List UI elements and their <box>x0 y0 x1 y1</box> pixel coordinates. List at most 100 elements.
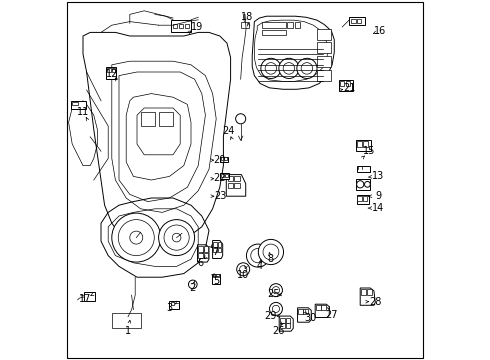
FancyBboxPatch shape <box>170 301 179 309</box>
FancyBboxPatch shape <box>356 179 369 190</box>
Circle shape <box>240 266 247 273</box>
FancyBboxPatch shape <box>106 67 117 79</box>
Circle shape <box>365 181 370 187</box>
Circle shape <box>263 244 279 260</box>
Text: 18: 18 <box>241 12 253 22</box>
Text: 8: 8 <box>268 254 274 264</box>
Circle shape <box>237 263 250 276</box>
Circle shape <box>357 181 364 188</box>
FancyBboxPatch shape <box>294 22 300 28</box>
Circle shape <box>189 280 197 289</box>
FancyBboxPatch shape <box>112 313 141 328</box>
FancyBboxPatch shape <box>204 246 208 252</box>
FancyBboxPatch shape <box>242 22 249 28</box>
FancyBboxPatch shape <box>262 30 286 35</box>
Text: 30: 30 <box>304 312 317 323</box>
FancyBboxPatch shape <box>220 157 228 162</box>
Text: 16: 16 <box>374 26 386 36</box>
FancyBboxPatch shape <box>234 176 240 181</box>
FancyBboxPatch shape <box>204 253 208 258</box>
Text: 15: 15 <box>363 146 375 156</box>
FancyBboxPatch shape <box>225 174 228 177</box>
Text: 13: 13 <box>372 171 384 181</box>
FancyBboxPatch shape <box>317 29 331 40</box>
Circle shape <box>261 58 281 78</box>
FancyBboxPatch shape <box>357 195 369 204</box>
FancyBboxPatch shape <box>107 68 111 72</box>
FancyBboxPatch shape <box>303 309 308 314</box>
Circle shape <box>270 284 282 297</box>
FancyBboxPatch shape <box>357 166 370 172</box>
FancyBboxPatch shape <box>286 318 290 323</box>
Text: 5: 5 <box>213 276 220 286</box>
FancyBboxPatch shape <box>218 242 221 247</box>
Circle shape <box>172 233 181 242</box>
FancyBboxPatch shape <box>159 112 173 126</box>
Text: 29: 29 <box>265 311 277 321</box>
Text: 11: 11 <box>77 107 89 117</box>
FancyBboxPatch shape <box>340 81 344 86</box>
Circle shape <box>246 244 270 267</box>
FancyBboxPatch shape <box>286 323 290 328</box>
Text: 10: 10 <box>237 270 249 280</box>
FancyBboxPatch shape <box>298 309 303 314</box>
Circle shape <box>297 58 317 78</box>
Circle shape <box>272 305 280 312</box>
Circle shape <box>236 114 245 124</box>
Text: 14: 14 <box>372 203 384 213</box>
Circle shape <box>301 63 313 74</box>
FancyBboxPatch shape <box>224 157 227 160</box>
FancyBboxPatch shape <box>346 81 350 86</box>
Circle shape <box>159 220 195 256</box>
FancyBboxPatch shape <box>218 248 221 252</box>
FancyBboxPatch shape <box>288 22 293 28</box>
FancyBboxPatch shape <box>220 174 224 177</box>
FancyBboxPatch shape <box>185 24 189 28</box>
Text: 26: 26 <box>272 326 285 336</box>
Circle shape <box>251 248 265 263</box>
Text: 24: 24 <box>222 126 235 136</box>
FancyBboxPatch shape <box>216 274 219 277</box>
FancyBboxPatch shape <box>198 246 202 252</box>
Text: 28: 28 <box>369 297 382 307</box>
Circle shape <box>118 220 154 256</box>
Text: 2: 2 <box>190 283 196 293</box>
FancyBboxPatch shape <box>339 80 353 91</box>
FancyBboxPatch shape <box>173 24 177 28</box>
Circle shape <box>258 239 284 265</box>
FancyBboxPatch shape <box>198 253 202 258</box>
FancyBboxPatch shape <box>317 70 331 81</box>
Circle shape <box>272 287 280 294</box>
Text: 22: 22 <box>214 173 226 183</box>
FancyBboxPatch shape <box>349 17 365 25</box>
Text: 1: 1 <box>125 326 131 336</box>
FancyBboxPatch shape <box>317 56 331 67</box>
FancyBboxPatch shape <box>280 323 285 328</box>
Text: 19: 19 <box>192 22 204 32</box>
Text: 20: 20 <box>214 155 226 165</box>
Text: 27: 27 <box>325 310 338 320</box>
Text: 4: 4 <box>256 261 263 271</box>
Text: 12: 12 <box>106 69 118 79</box>
FancyBboxPatch shape <box>316 305 320 310</box>
FancyBboxPatch shape <box>171 302 174 305</box>
Circle shape <box>265 63 277 74</box>
Circle shape <box>270 302 282 315</box>
FancyBboxPatch shape <box>213 274 216 277</box>
FancyBboxPatch shape <box>363 196 368 201</box>
FancyBboxPatch shape <box>213 242 217 247</box>
FancyBboxPatch shape <box>72 101 86 109</box>
Text: 3: 3 <box>166 303 172 313</box>
FancyBboxPatch shape <box>357 196 362 201</box>
FancyBboxPatch shape <box>357 141 362 147</box>
FancyBboxPatch shape <box>228 183 233 188</box>
FancyBboxPatch shape <box>72 102 77 105</box>
FancyBboxPatch shape <box>213 248 217 252</box>
FancyBboxPatch shape <box>280 318 285 323</box>
Circle shape <box>130 231 143 244</box>
Circle shape <box>164 225 189 250</box>
Circle shape <box>112 213 161 262</box>
FancyBboxPatch shape <box>84 292 95 301</box>
Text: 25: 25 <box>267 289 279 300</box>
FancyBboxPatch shape <box>321 305 326 310</box>
